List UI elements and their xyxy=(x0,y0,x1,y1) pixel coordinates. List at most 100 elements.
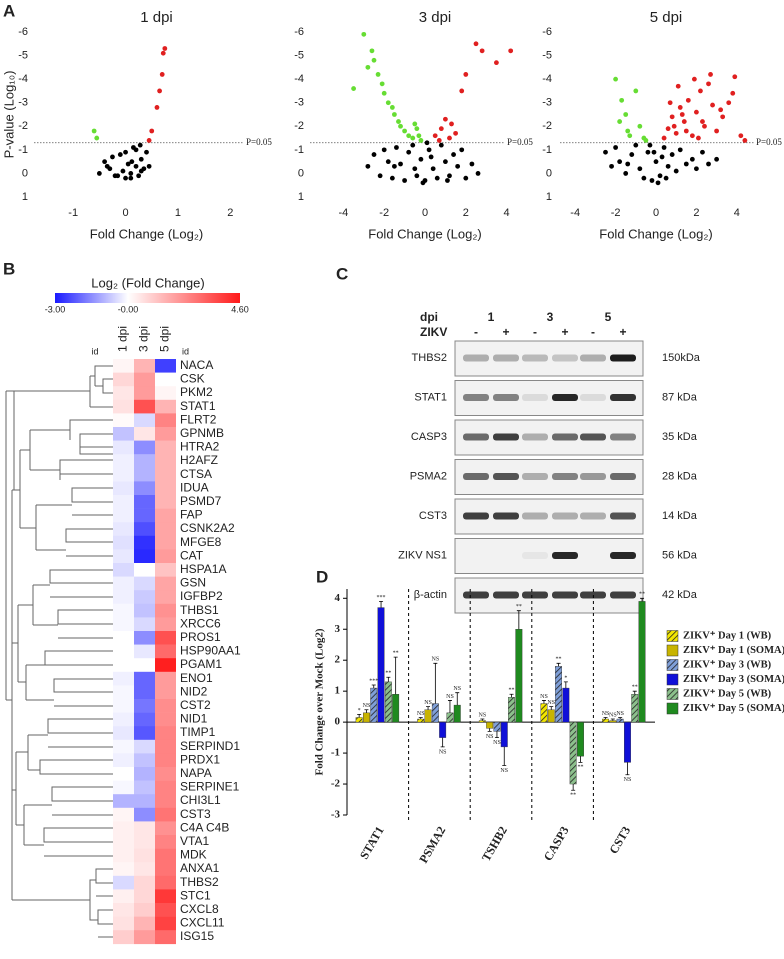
point xyxy=(365,64,371,70)
heatmap-cell xyxy=(113,563,134,577)
x-tick-label: CASP3 xyxy=(541,824,572,863)
point xyxy=(673,130,679,136)
point xyxy=(603,149,608,155)
point xyxy=(162,46,168,51)
heatmap-cell xyxy=(113,399,134,414)
heatmap-cell xyxy=(113,427,134,441)
error-bar xyxy=(487,728,492,732)
heatmap-cell xyxy=(155,644,176,659)
day-label: 1 xyxy=(488,310,495,324)
band xyxy=(493,394,519,401)
bar xyxy=(638,601,646,723)
y-axis-label: Fold Change over Mock (Log2) xyxy=(314,628,326,775)
y-tick-label: 2 xyxy=(335,654,341,666)
band xyxy=(610,552,636,559)
heatmap-cell xyxy=(113,658,134,673)
point xyxy=(625,161,631,167)
x-tick-label: 2 xyxy=(463,207,469,219)
x-tick-label: 0 xyxy=(653,207,659,219)
point xyxy=(149,128,155,134)
x-tick-label: 2 xyxy=(693,207,699,219)
error-bar xyxy=(494,731,499,739)
y-tick-label: -4 xyxy=(294,73,304,85)
heatmap-cell xyxy=(113,590,134,605)
heatmap-cell xyxy=(155,739,176,754)
heatmap-cell xyxy=(155,399,176,414)
point xyxy=(675,83,681,89)
x-tick-label: TSHB2 xyxy=(479,824,510,864)
lane-label: + xyxy=(502,325,509,339)
point xyxy=(645,149,651,155)
row-label: PGAM1 xyxy=(180,657,222,671)
point xyxy=(371,57,377,63)
point xyxy=(714,156,719,162)
point xyxy=(647,142,653,148)
band xyxy=(522,354,548,362)
y-tick-label: -6 xyxy=(18,26,28,38)
point xyxy=(694,109,699,115)
point xyxy=(619,97,625,103)
significance: NS xyxy=(479,712,487,718)
error-bar xyxy=(386,676,391,682)
error-bar xyxy=(610,718,615,721)
point xyxy=(102,159,108,165)
row-label: TIMP1 xyxy=(180,725,216,739)
point xyxy=(394,145,399,150)
heatmap-cell xyxy=(155,753,176,768)
lane-label: - xyxy=(591,325,595,339)
heatmap-cell xyxy=(155,699,176,713)
heatmap-cell xyxy=(113,767,134,781)
legend-swatch xyxy=(666,702,679,715)
size-label: 56 kDa xyxy=(662,549,698,561)
point xyxy=(459,147,465,153)
point xyxy=(123,175,128,181)
point xyxy=(451,152,456,157)
heatmap-cell xyxy=(134,481,155,496)
point xyxy=(96,171,102,176)
point xyxy=(128,171,134,176)
point xyxy=(726,100,732,106)
point xyxy=(661,145,667,150)
heatmap-cell xyxy=(113,875,134,890)
row-label: FAP xyxy=(180,508,203,522)
x-tick-label: 4 xyxy=(734,207,740,219)
y-tick-label: 1 xyxy=(22,191,28,203)
bar xyxy=(540,703,548,723)
heatmap-cell xyxy=(134,440,155,455)
heatmap-cell xyxy=(113,848,134,863)
point xyxy=(449,121,454,127)
legend-swatch xyxy=(666,673,679,686)
point xyxy=(406,149,412,155)
point xyxy=(438,126,444,132)
point xyxy=(426,147,432,153)
band xyxy=(463,473,489,480)
heatmap-cell xyxy=(155,889,176,904)
heatmap-cell xyxy=(155,454,176,469)
heatmap-cell xyxy=(134,780,155,795)
heatmap-cell xyxy=(113,481,134,496)
heatmap-cell xyxy=(155,603,176,618)
heatmap-cell xyxy=(113,549,134,564)
point xyxy=(633,142,639,148)
heatmap-cell xyxy=(134,903,155,917)
point xyxy=(443,159,448,165)
protein-label: ZIKV NS1 xyxy=(398,549,447,561)
point xyxy=(133,147,139,153)
point xyxy=(683,161,689,167)
threshold-label: P=0.05 xyxy=(246,137,272,147)
zikv-label: ZIKV xyxy=(420,325,447,339)
significance: NS xyxy=(500,768,508,774)
point xyxy=(696,135,701,141)
y-tick-label: 0 xyxy=(298,167,304,179)
id-label: id xyxy=(182,346,189,356)
heatmap-cell xyxy=(113,372,134,387)
x-tick-label: -2 xyxy=(379,207,389,219)
heatmap-cell xyxy=(134,631,155,645)
point xyxy=(681,119,687,124)
heatmap-cell xyxy=(155,794,176,809)
protein-label: CASP3 xyxy=(411,431,447,443)
heatmap-cell xyxy=(155,903,176,917)
point xyxy=(424,140,430,146)
error-bar xyxy=(357,713,362,718)
threshold-label: P=0.05 xyxy=(756,137,782,147)
